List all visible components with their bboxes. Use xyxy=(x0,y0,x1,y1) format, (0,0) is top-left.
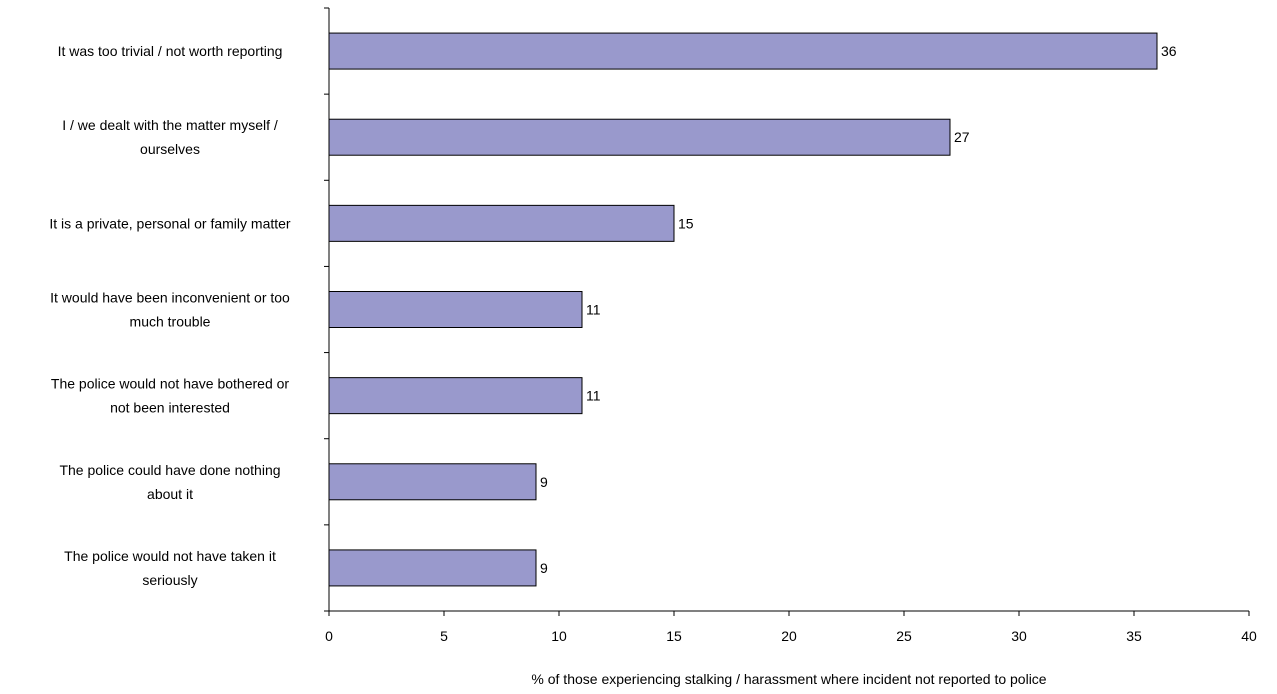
x-tick-label: 10 xyxy=(551,628,567,644)
x-tick-label: 15 xyxy=(666,628,682,644)
category-label: The police would not have taken it xyxy=(64,548,276,564)
data-label: 36 xyxy=(1161,43,1177,59)
x-tick-label: 30 xyxy=(1011,628,1027,644)
data-label: 11 xyxy=(586,388,601,404)
data-label: 9 xyxy=(540,474,548,490)
category-label: The police could have done nothing xyxy=(59,462,280,478)
bar xyxy=(328,549,537,587)
x-tick-label: 20 xyxy=(781,628,797,644)
data-label: 9 xyxy=(540,560,548,576)
category-label: The police would not have bothered or xyxy=(51,376,289,392)
bar xyxy=(328,118,951,156)
category-label: about it xyxy=(147,486,193,502)
data-label: 27 xyxy=(954,129,970,145)
category-label: ourselves xyxy=(140,141,200,157)
category-label: It was too trivial / not worth reporting xyxy=(58,43,283,59)
bar xyxy=(328,32,1158,70)
category-label: much trouble xyxy=(130,314,211,330)
category-label: not been interested xyxy=(110,400,230,416)
category-label: I / we dealt with the matter myself / xyxy=(62,117,278,133)
bar xyxy=(328,291,583,328)
x-axis-title: % of those experiencing stalking / haras… xyxy=(531,671,1046,687)
x-tick-label: 40 xyxy=(1241,628,1257,644)
x-tick-label: 5 xyxy=(440,628,448,644)
category-label: It is a private, personal or family matt… xyxy=(49,215,291,231)
x-tick-label: 25 xyxy=(896,628,912,644)
bar xyxy=(328,204,675,242)
bar xyxy=(328,377,583,415)
x-tick-label: 0 xyxy=(325,628,333,644)
data-label: 15 xyxy=(678,215,694,231)
category-label: seriously xyxy=(142,572,197,588)
data-label: 11 xyxy=(586,302,601,318)
category-label: It would have been inconvenient or too xyxy=(50,290,290,306)
axes-group: It was too trivial / not worth reporting… xyxy=(49,7,1257,644)
x-tick-label: 35 xyxy=(1126,628,1142,644)
bar xyxy=(328,463,537,501)
bars-group: 36 27 15 11 11 9 9 xyxy=(328,32,1177,587)
